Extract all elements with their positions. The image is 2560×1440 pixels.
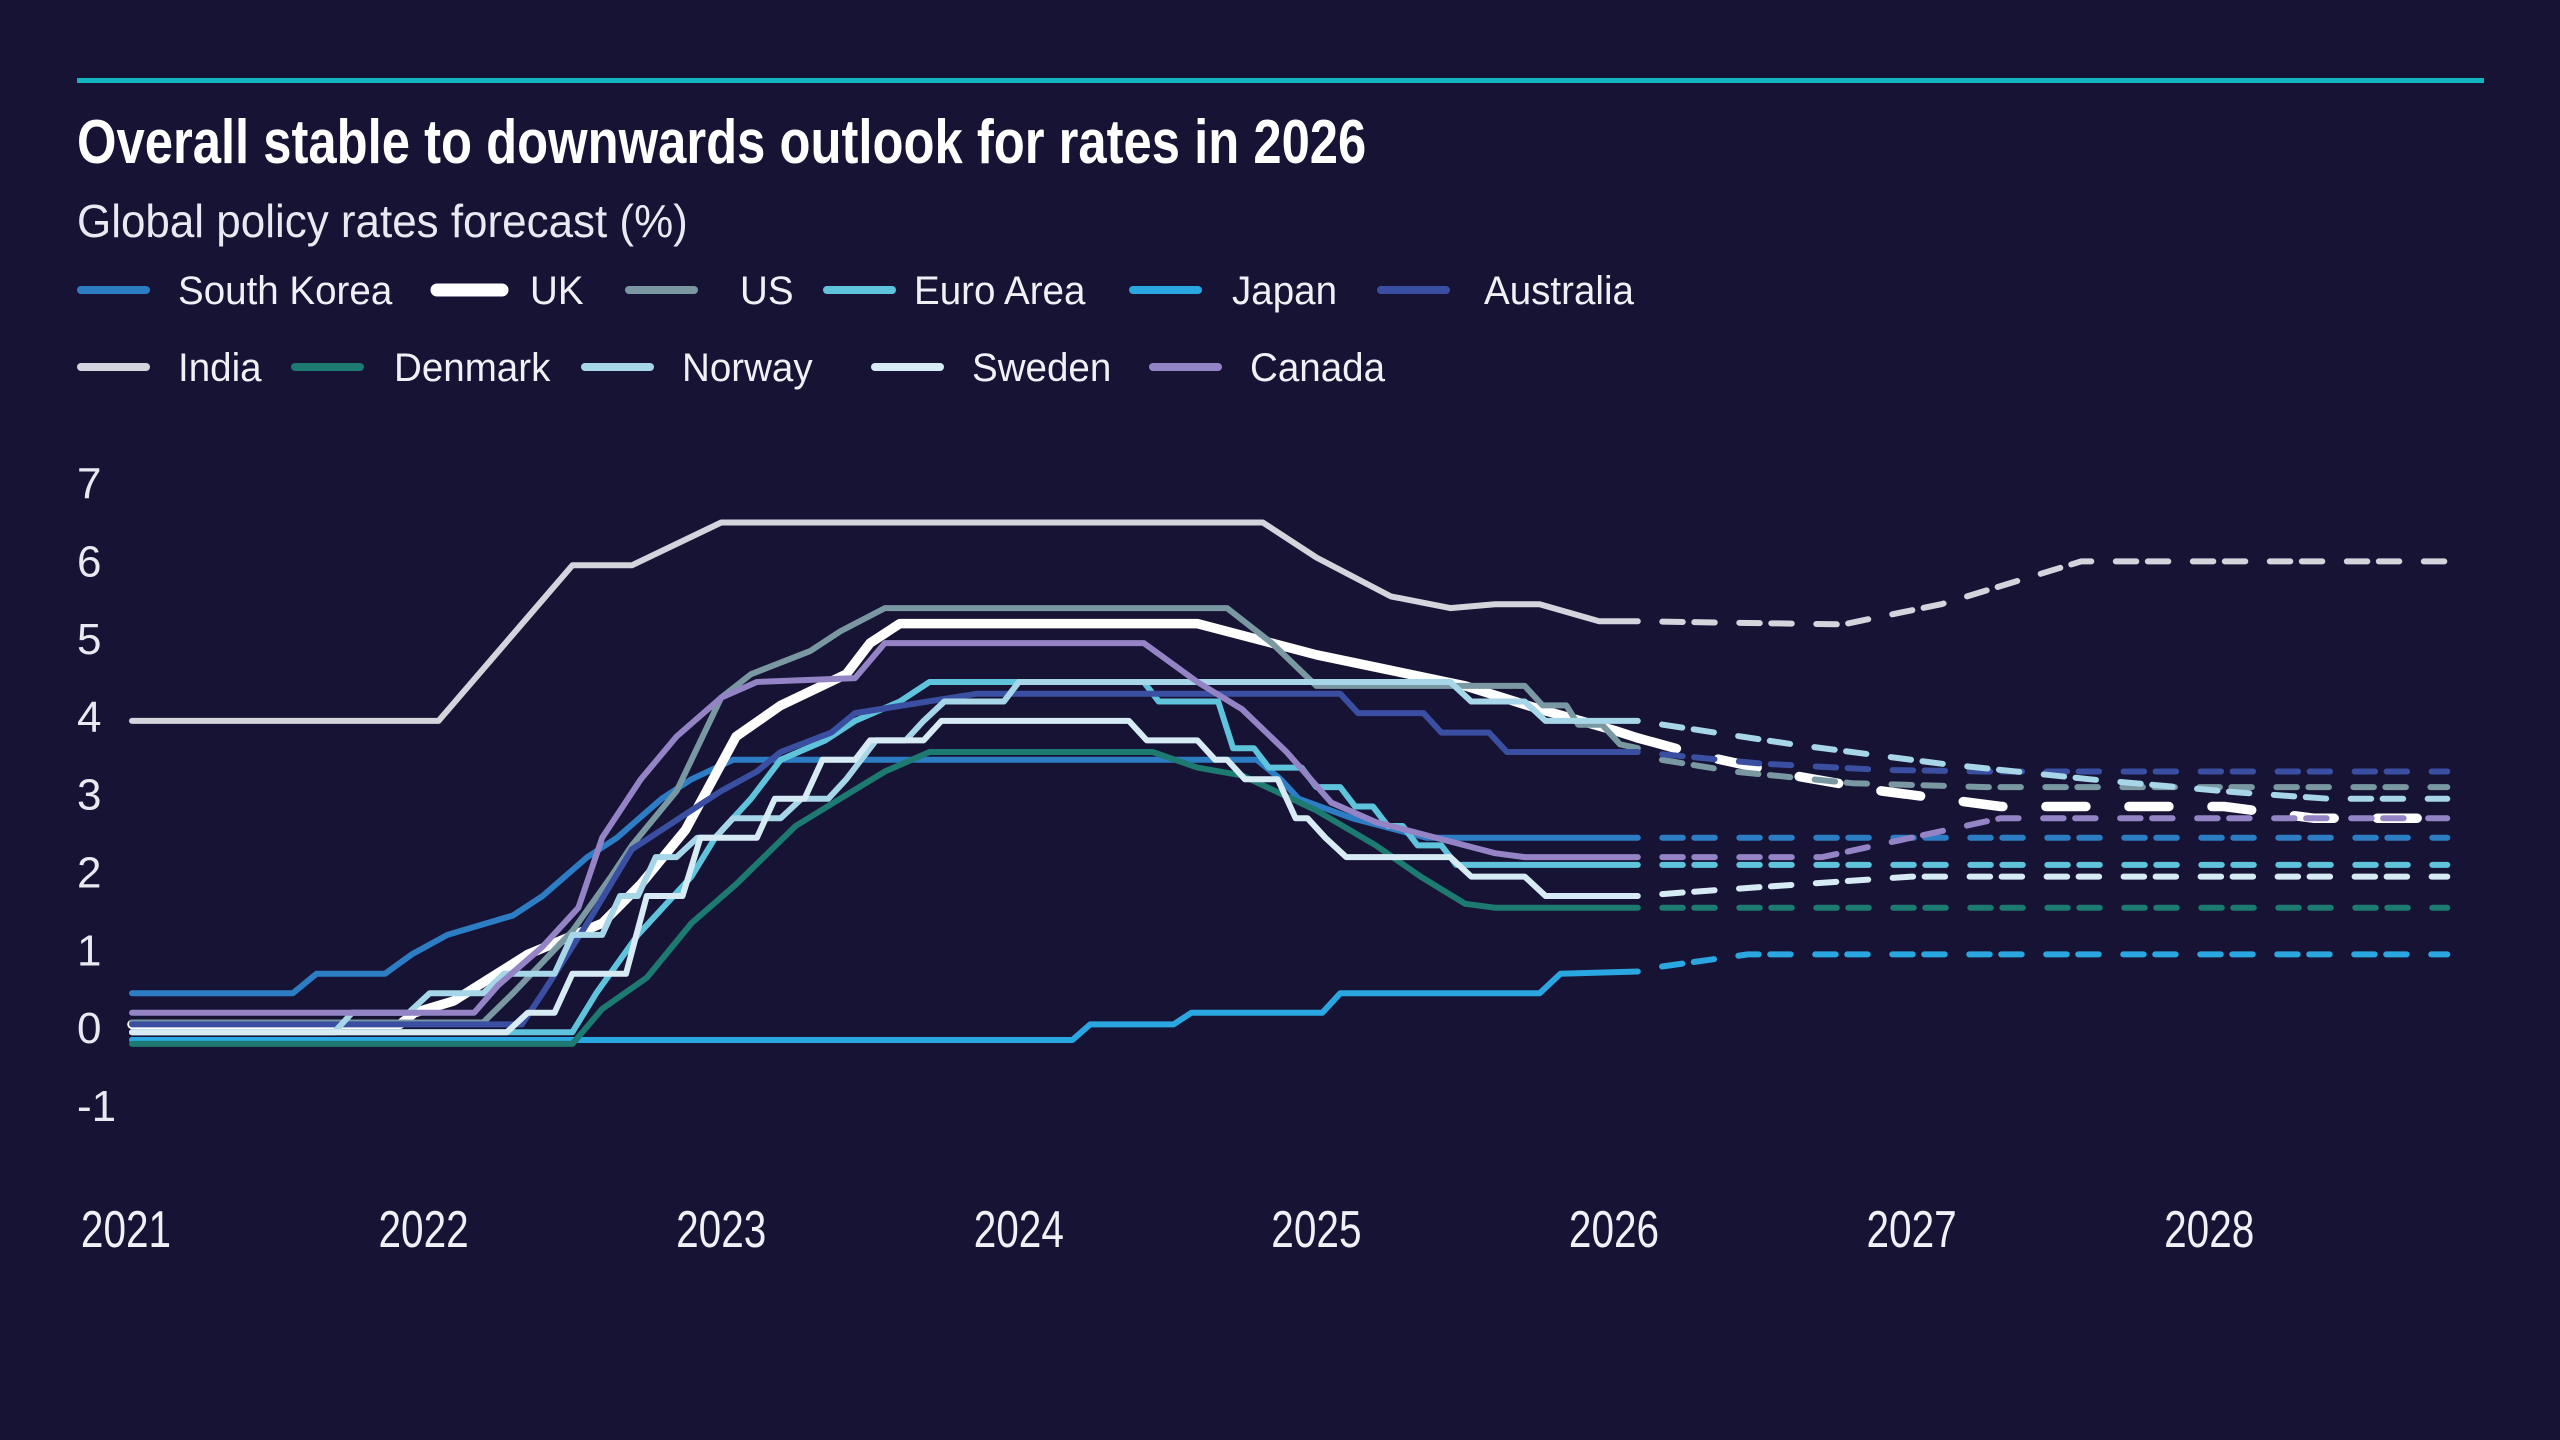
svg-text:Norway: Norway <box>682 345 813 390</box>
svg-text:2027: 2027 <box>1866 1200 1956 1258</box>
svg-text:4: 4 <box>77 693 101 742</box>
svg-text:1: 1 <box>77 926 101 975</box>
svg-text:2022: 2022 <box>378 1200 468 1258</box>
svg-text:Japan: Japan <box>1232 268 1337 313</box>
svg-text:UK: UK <box>530 268 584 313</box>
svg-text:7: 7 <box>77 460 101 509</box>
svg-text:India: India <box>178 345 262 390</box>
svg-text:Overall stable to downwards ou: Overall stable to downwards outlook for … <box>77 108 1366 177</box>
svg-text:Australia: Australia <box>1484 268 1634 313</box>
svg-text:2026: 2026 <box>1569 1200 1659 1258</box>
svg-text:-1: -1 <box>77 1082 116 1131</box>
svg-text:2024: 2024 <box>974 1200 1064 1258</box>
svg-text:2025: 2025 <box>1271 1200 1361 1258</box>
svg-text:3: 3 <box>77 771 101 820</box>
svg-text:2023: 2023 <box>676 1200 766 1258</box>
svg-text:South Korea: South Korea <box>178 268 392 313</box>
svg-text:Canada: Canada <box>1250 345 1385 390</box>
svg-text:0: 0 <box>77 1004 101 1053</box>
svg-text:Denmark: Denmark <box>394 345 551 390</box>
svg-text:2021: 2021 <box>81 1200 171 1258</box>
svg-text:Global policy rates forecast (: Global policy rates forecast (%) <box>77 195 688 247</box>
svg-text:5: 5 <box>77 615 101 664</box>
svg-text:Euro Area: Euro Area <box>914 268 1086 313</box>
svg-text:6: 6 <box>77 537 101 586</box>
svg-text:Sweden: Sweden <box>972 345 1111 390</box>
svg-text:US: US <box>740 268 794 313</box>
svg-text:2028: 2028 <box>2164 1200 2254 1258</box>
svg-text:2: 2 <box>77 849 101 898</box>
